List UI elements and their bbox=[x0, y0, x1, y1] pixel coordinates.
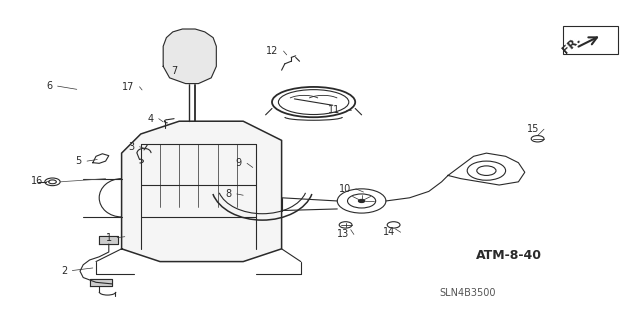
Text: 17: 17 bbox=[122, 82, 134, 92]
Text: 14: 14 bbox=[383, 227, 396, 237]
Text: 7: 7 bbox=[172, 66, 178, 76]
Text: FR.: FR. bbox=[561, 35, 582, 56]
Polygon shape bbox=[90, 279, 112, 286]
Text: 4: 4 bbox=[147, 114, 154, 124]
Circle shape bbox=[358, 199, 365, 203]
Text: 13: 13 bbox=[337, 229, 349, 240]
Polygon shape bbox=[163, 29, 216, 84]
Text: 12: 12 bbox=[266, 46, 278, 56]
Text: 16: 16 bbox=[31, 176, 44, 186]
Text: 11: 11 bbox=[328, 105, 340, 115]
Text: 15: 15 bbox=[527, 124, 539, 134]
Polygon shape bbox=[99, 236, 118, 244]
Text: 6: 6 bbox=[46, 81, 52, 91]
Text: 2: 2 bbox=[61, 265, 67, 276]
Text: ATM-8-40: ATM-8-40 bbox=[476, 249, 542, 262]
Text: 1: 1 bbox=[106, 233, 112, 243]
Text: 5: 5 bbox=[76, 156, 82, 166]
Text: 8: 8 bbox=[225, 189, 232, 199]
Polygon shape bbox=[122, 121, 282, 262]
Text: SLN4B3500: SLN4B3500 bbox=[439, 288, 495, 299]
Text: 9: 9 bbox=[236, 158, 242, 168]
Text: 3: 3 bbox=[128, 142, 134, 152]
Text: 10: 10 bbox=[339, 184, 351, 194]
